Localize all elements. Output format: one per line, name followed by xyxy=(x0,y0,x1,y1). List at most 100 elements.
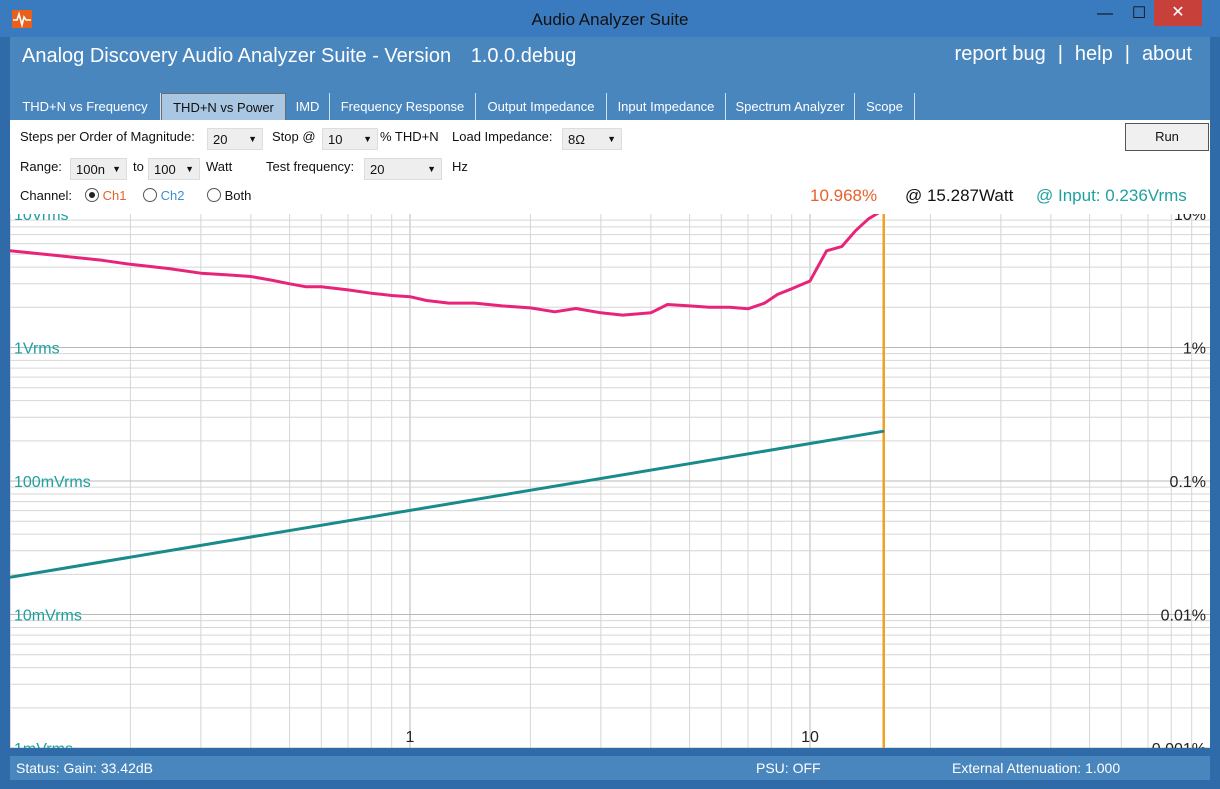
range-to-label: to xyxy=(133,159,144,174)
left-axis-tick-label: 1mVrms xyxy=(14,741,73,748)
tab-imd[interactable]: IMD xyxy=(286,93,330,120)
tab-strip: THD+N vs Frequency THD+N vs Power IMD Fr… xyxy=(10,93,1210,120)
right-axis-tick-label: 1% xyxy=(1183,341,1206,358)
tab-spectrum-analyzer[interactable]: Spectrum Analyzer xyxy=(726,93,855,120)
tab-thd-vs-frequency[interactable]: THD+N vs Frequency xyxy=(10,93,161,120)
test-frequency-select[interactable]: 20 ▼ xyxy=(364,158,442,180)
range-to-value: 100 xyxy=(154,162,176,177)
app-icon xyxy=(12,10,32,29)
thd-data-point xyxy=(168,267,170,270)
thd-data-point xyxy=(250,275,252,278)
right-axis-tick-label: 0.1% xyxy=(1170,474,1206,491)
thd-data-point xyxy=(840,245,843,248)
channel-label: Channel: xyxy=(20,188,73,203)
link-separator: | xyxy=(1057,43,1063,65)
radio-unselected-icon[interactable] xyxy=(207,188,221,202)
x-axis-tick-label: 10 xyxy=(801,729,819,746)
thd-data-point xyxy=(688,305,691,307)
thd-data-point xyxy=(129,263,132,266)
about-link[interactable]: about xyxy=(1141,43,1192,65)
steps-value: 20 xyxy=(213,132,228,147)
left-axis-tick-label: 10mVrms xyxy=(14,608,82,625)
test-frequency-label: Test frequency: xyxy=(266,159,355,174)
thd-data-point xyxy=(390,294,393,297)
thd-data-point xyxy=(473,302,476,304)
left-axis-tick-label: 1Vrms xyxy=(14,341,60,358)
tab-scope[interactable]: Scope xyxy=(855,93,915,120)
thd-data-point xyxy=(790,288,793,290)
run-button[interactable]: Run xyxy=(1125,123,1209,151)
radio-selected-icon[interactable] xyxy=(85,188,99,202)
load-impedance-label: Load Impedance: xyxy=(452,129,553,144)
thd-data-point xyxy=(101,259,103,262)
minimize-icon[interactable]: — xyxy=(1097,5,1113,22)
ch2-label: Ch2 xyxy=(160,188,185,203)
stop-unit: % THD+N xyxy=(380,129,439,144)
input-level-series-line xyxy=(10,429,884,579)
thd-data-point xyxy=(448,302,450,304)
thd-data-point xyxy=(708,306,711,309)
thd-data-point xyxy=(867,218,870,220)
stop-value: 10 xyxy=(328,132,343,147)
channel-ch2-option[interactable]: Ch2 xyxy=(143,188,184,203)
thd-data-point xyxy=(54,254,57,257)
power-readout: @ 15.287Watt xyxy=(905,186,1014,205)
stop-label: Stop @ xyxy=(272,129,316,144)
stop-select[interactable]: 10 ▼ xyxy=(322,128,378,150)
thd-data-point xyxy=(776,293,779,296)
load-impedance-select[interactable]: 8Ω ▼ xyxy=(562,128,622,150)
input-level-data-point xyxy=(882,430,885,432)
status-gain: Status: Gain: 33.42dB xyxy=(16,760,153,776)
thd-data-point xyxy=(226,274,229,276)
range-from-select[interactable]: 100n ▼ xyxy=(70,158,127,180)
thd-data-point xyxy=(621,314,624,316)
thd-data-point xyxy=(409,295,411,298)
tab-thd-vs-power[interactable]: THD+N vs Power xyxy=(161,93,286,120)
chevron-down-icon: ▼ xyxy=(112,164,121,174)
thd-data-point xyxy=(666,303,669,306)
right-axis-tick-label: 10% xyxy=(1174,214,1206,224)
range-to-select[interactable]: 100 ▼ xyxy=(148,158,200,180)
radio-unselected-icon[interactable] xyxy=(143,188,157,202)
thd-data-point xyxy=(854,229,857,232)
app-title-text: Analog Discovery Audio Analyzer Suite - … xyxy=(22,45,452,67)
close-icon[interactable]: ✕ xyxy=(1154,0,1202,26)
load-impedance-value: 8Ω xyxy=(568,132,585,147)
tab-frequency-response[interactable]: Frequency Response xyxy=(330,93,476,120)
thd-data-point xyxy=(370,292,373,294)
thd-data-point xyxy=(270,279,273,281)
plot-area[interactable]: 10Vrms 1Vrms 100mVrms 10mVrms 1mVrms 10% 1% 0.1… xyxy=(10,214,1210,748)
app-title: Analog Discovery Audio Analyzer Suite - … xyxy=(22,45,576,68)
chevron-down-icon: ▼ xyxy=(607,134,616,144)
thd-data-point xyxy=(600,312,602,314)
input-readout: @ Input: 0.236Vrms xyxy=(1036,186,1187,205)
report-bug-link[interactable]: report bug xyxy=(954,43,1046,65)
thd-data-point xyxy=(305,286,307,288)
channel-both-option[interactable]: Both xyxy=(207,188,251,203)
status-attenuation: External Attenuation: 1.000 xyxy=(952,760,1121,776)
title-bar: Audio Analyzer Suite — ☐ ✕ xyxy=(0,0,1220,37)
status-bar: Status: Gain: 33.42dB PSU: OFF External … xyxy=(10,756,1210,780)
steps-select[interactable]: 20 ▼ xyxy=(207,128,263,150)
maximize-icon[interactable]: ☐ xyxy=(1131,5,1147,22)
header-links: report bug | help | about xyxy=(955,43,1192,66)
window-title: Audio Analyzer Suite xyxy=(531,10,689,29)
thd-data-point xyxy=(501,305,504,307)
thd-data-point xyxy=(425,299,428,302)
controls-panel: Steps per Order of Magnitude: 20 ▼ Stop @… xyxy=(10,120,1210,214)
thd-vs-power-chart[interactable]: 10Vrms 1Vrms 100mVrms 10mVrms 1mVrms 10% 1% 0.1… xyxy=(10,214,1210,748)
help-link[interactable]: help xyxy=(1074,43,1113,65)
thd-data-point xyxy=(825,250,828,252)
tab-input-impedance[interactable]: Input Impedance xyxy=(607,93,726,120)
channel-ch1-option[interactable]: Ch1 xyxy=(85,188,126,203)
left-axis-tick-label: 10Vrms xyxy=(14,214,69,224)
tab-output-impedance[interactable]: Output Impedance xyxy=(476,93,607,120)
thd-data-point xyxy=(553,311,556,313)
thd-data-point xyxy=(347,289,349,291)
thd-data-point xyxy=(763,302,766,304)
chevron-down-icon: ▼ xyxy=(363,134,372,144)
status-psu: PSU: OFF xyxy=(756,760,821,776)
thd-data-point xyxy=(200,272,202,274)
thd-data-point xyxy=(809,280,811,282)
thd-data-point xyxy=(728,306,731,309)
